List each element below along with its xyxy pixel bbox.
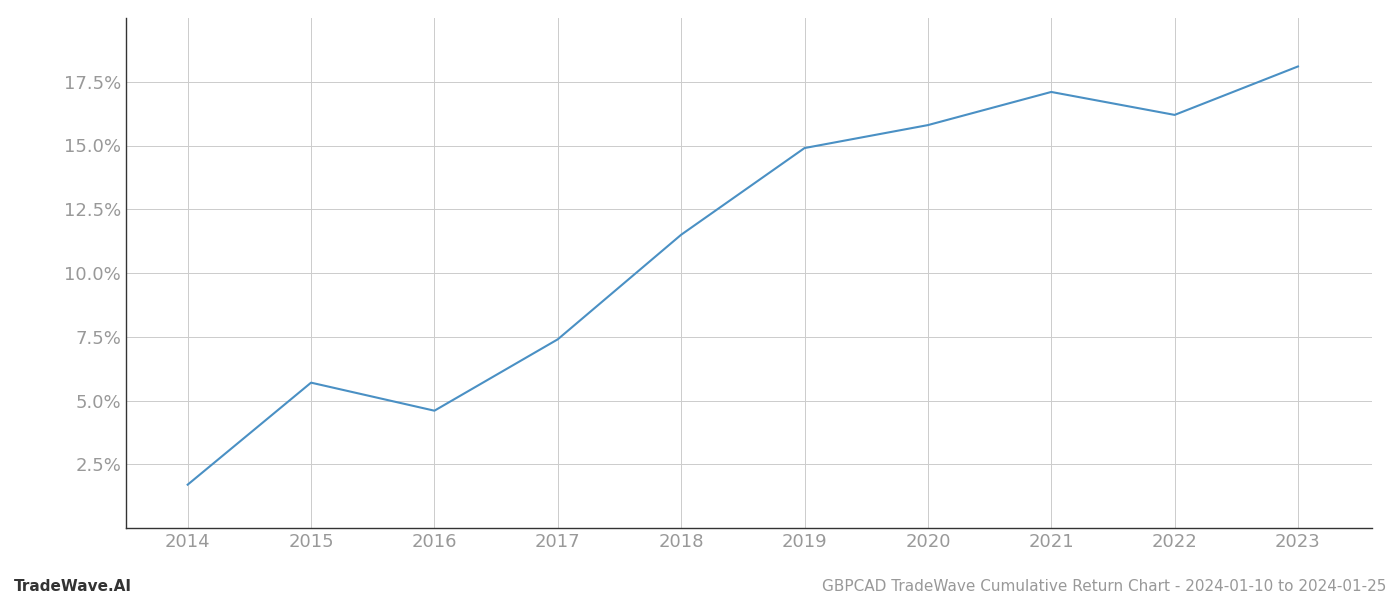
Text: GBPCAD TradeWave Cumulative Return Chart - 2024-01-10 to 2024-01-25: GBPCAD TradeWave Cumulative Return Chart…	[822, 579, 1386, 594]
Text: TradeWave.AI: TradeWave.AI	[14, 579, 132, 594]
